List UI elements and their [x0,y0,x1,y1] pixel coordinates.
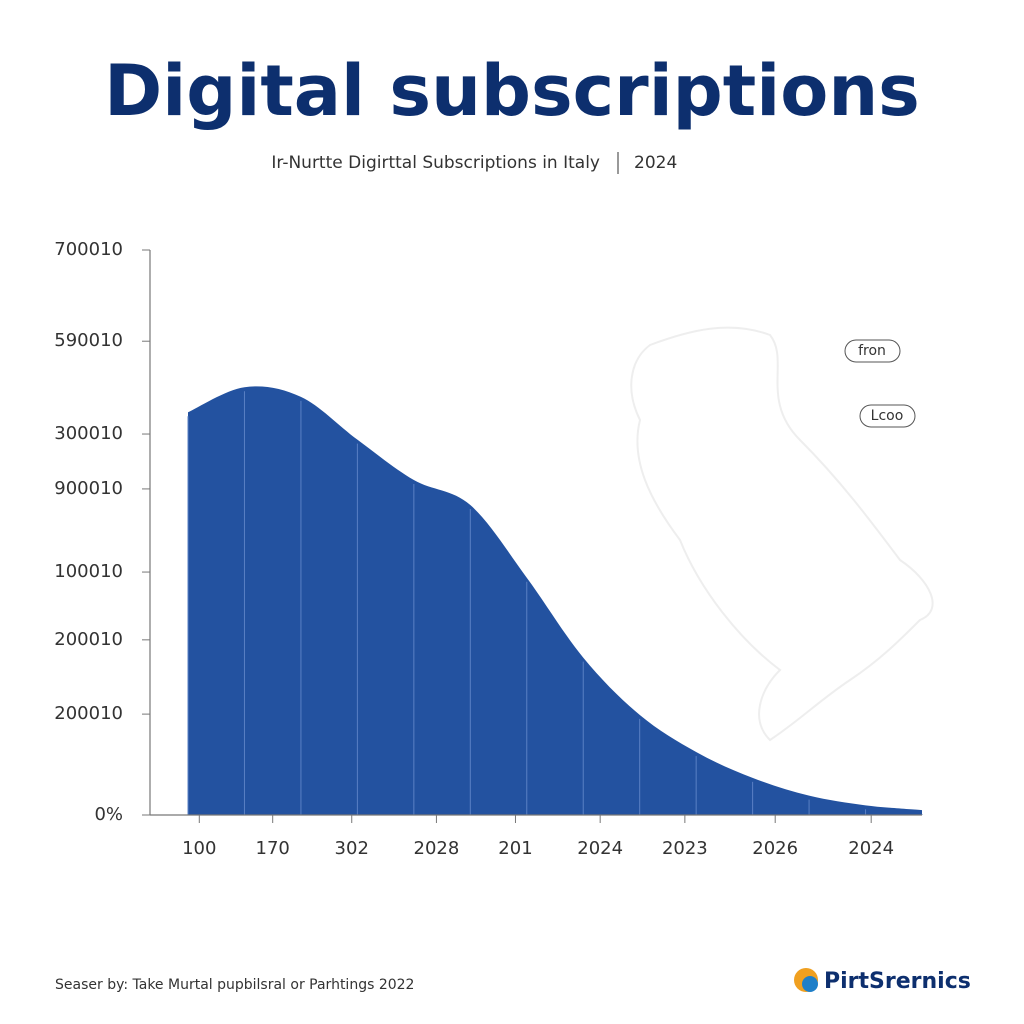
y-tick-label: 100010 [54,561,123,582]
x-tick-label: 2024 [848,838,894,859]
map-outline [630,326,934,742]
annotation-bubble [859,404,916,428]
x-tick-label: 302 [335,838,369,859]
y-tick-label: 200010 [54,703,123,724]
annotation: fron [858,343,886,359]
chart-subtitle: Ir-Nurtte Digirttal Subscriptions in Ita… [271,153,600,173]
x-tick-label: 2024 [577,838,623,859]
x-tick-label: 2023 [662,838,708,859]
plot-area: 700010 590010 300010 900010 100010 200010 2000… [54,239,923,859]
y-tick-label: 200010 [54,629,123,650]
brand-icon [802,976,818,992]
x-tick-label: 201 [498,838,532,859]
x-tick-label: 170 [256,838,290,859]
brand-name: PirtSrernics [824,969,971,994]
x-tick-label: 2026 [752,838,798,859]
x-tick-label: 100 [182,838,216,859]
y-tick-label: 900010 [54,478,123,499]
annotation-bubble [844,339,901,363]
source-note: Seaser by: Take Murtal pupbilsral or Par… [55,977,414,993]
chart-title: Digital subscriptions [104,50,920,132]
annotation: Lcoo [871,408,904,424]
y-tick-label: 300010 [54,423,123,444]
y-tick-label: 590010 [54,330,123,351]
y-tick-label: 700010 [54,239,123,260]
chart-subtitle-year: 2024 [634,153,677,173]
y-tick-label: 0% [94,804,123,825]
x-tick-label: 2028 [414,838,460,859]
area [188,386,922,815]
